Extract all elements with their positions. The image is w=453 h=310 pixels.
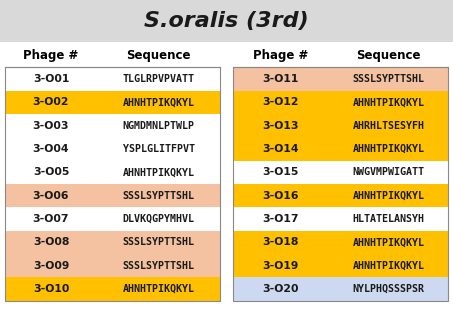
Text: 3-O04: 3-O04 (33, 144, 69, 154)
Text: 3-O15: 3-O15 (263, 167, 299, 177)
Text: NWGVMPWIGATT: NWGVMPWIGATT (352, 167, 424, 177)
Text: Phage #: Phage # (253, 49, 308, 62)
Text: AHNHTPIKQKYL: AHNHTPIKQKYL (123, 167, 194, 177)
Text: 3-O11: 3-O11 (263, 74, 299, 84)
Text: 3-O03: 3-O03 (33, 121, 69, 131)
Text: 3-O17: 3-O17 (263, 214, 299, 224)
Text: 3-O13: 3-O13 (263, 121, 299, 131)
Text: 3-O07: 3-O07 (33, 214, 69, 224)
Text: AHNHTPIKQKYL: AHNHTPIKQKYL (123, 97, 194, 108)
Text: NYLPHQSSSPSR: NYLPHQSSSPSR (352, 284, 424, 294)
Text: 3-O09: 3-O09 (33, 261, 69, 271)
Text: AHNHTPIKQKYL: AHNHTPIKQKYL (352, 237, 424, 247)
Text: NGMDMNLPTWLP: NGMDMNLPTWLP (123, 121, 194, 131)
Text: 3-O01: 3-O01 (33, 74, 69, 84)
Text: AHRHLTSESYFH: AHRHLTSESYFH (352, 121, 424, 131)
Text: 3-O18: 3-O18 (263, 237, 299, 247)
Text: SSSLSYPTTSHL: SSSLSYPTTSHL (123, 237, 194, 247)
Text: 3-O06: 3-O06 (33, 191, 69, 201)
Text: 3-O20: 3-O20 (263, 284, 299, 294)
Text: YSPLGLITFPVT: YSPLGLITFPVT (123, 144, 194, 154)
Text: SSSLSYPTTSHL: SSSLSYPTTSHL (352, 74, 424, 84)
Text: 3-O05: 3-O05 (33, 167, 69, 177)
Text: 3-O02: 3-O02 (33, 97, 69, 108)
Text: AHNHTPIKQKYL: AHNHTPIKQKYL (352, 97, 424, 108)
Text: 3-O14: 3-O14 (263, 144, 299, 154)
Text: HLTATELANSYH: HLTATELANSYH (352, 214, 424, 224)
Text: SSSLSYPTTSHL: SSSLSYPTTSHL (123, 191, 194, 201)
Text: SSSLSYPTTSHL: SSSLSYPTTSHL (123, 261, 194, 271)
Text: 3-O16: 3-O16 (263, 191, 299, 201)
Text: S.oralis (3rd): S.oralis (3rd) (144, 11, 309, 31)
Text: 3-O12: 3-O12 (263, 97, 299, 108)
Text: 3-O19: 3-O19 (263, 261, 299, 271)
Text: TLGLRPVPVATT: TLGLRPVPVATT (123, 74, 194, 84)
Text: Phage #: Phage # (24, 49, 78, 62)
Text: AHNHTPIKQKYL: AHNHTPIKQKYL (352, 144, 424, 154)
Text: AHNHTPIKQKYL: AHNHTPIKQKYL (352, 191, 424, 201)
Text: DLVKQGPYMHVL: DLVKQGPYMHVL (123, 214, 194, 224)
Text: 3-O08: 3-O08 (33, 237, 69, 247)
Text: Sequence: Sequence (126, 49, 191, 62)
Text: AHNHTPIKQKYL: AHNHTPIKQKYL (123, 284, 194, 294)
Text: 3-O10: 3-O10 (33, 284, 69, 294)
Text: Sequence: Sequence (356, 49, 421, 62)
Text: AHNHTPIKQKYL: AHNHTPIKQKYL (352, 261, 424, 271)
